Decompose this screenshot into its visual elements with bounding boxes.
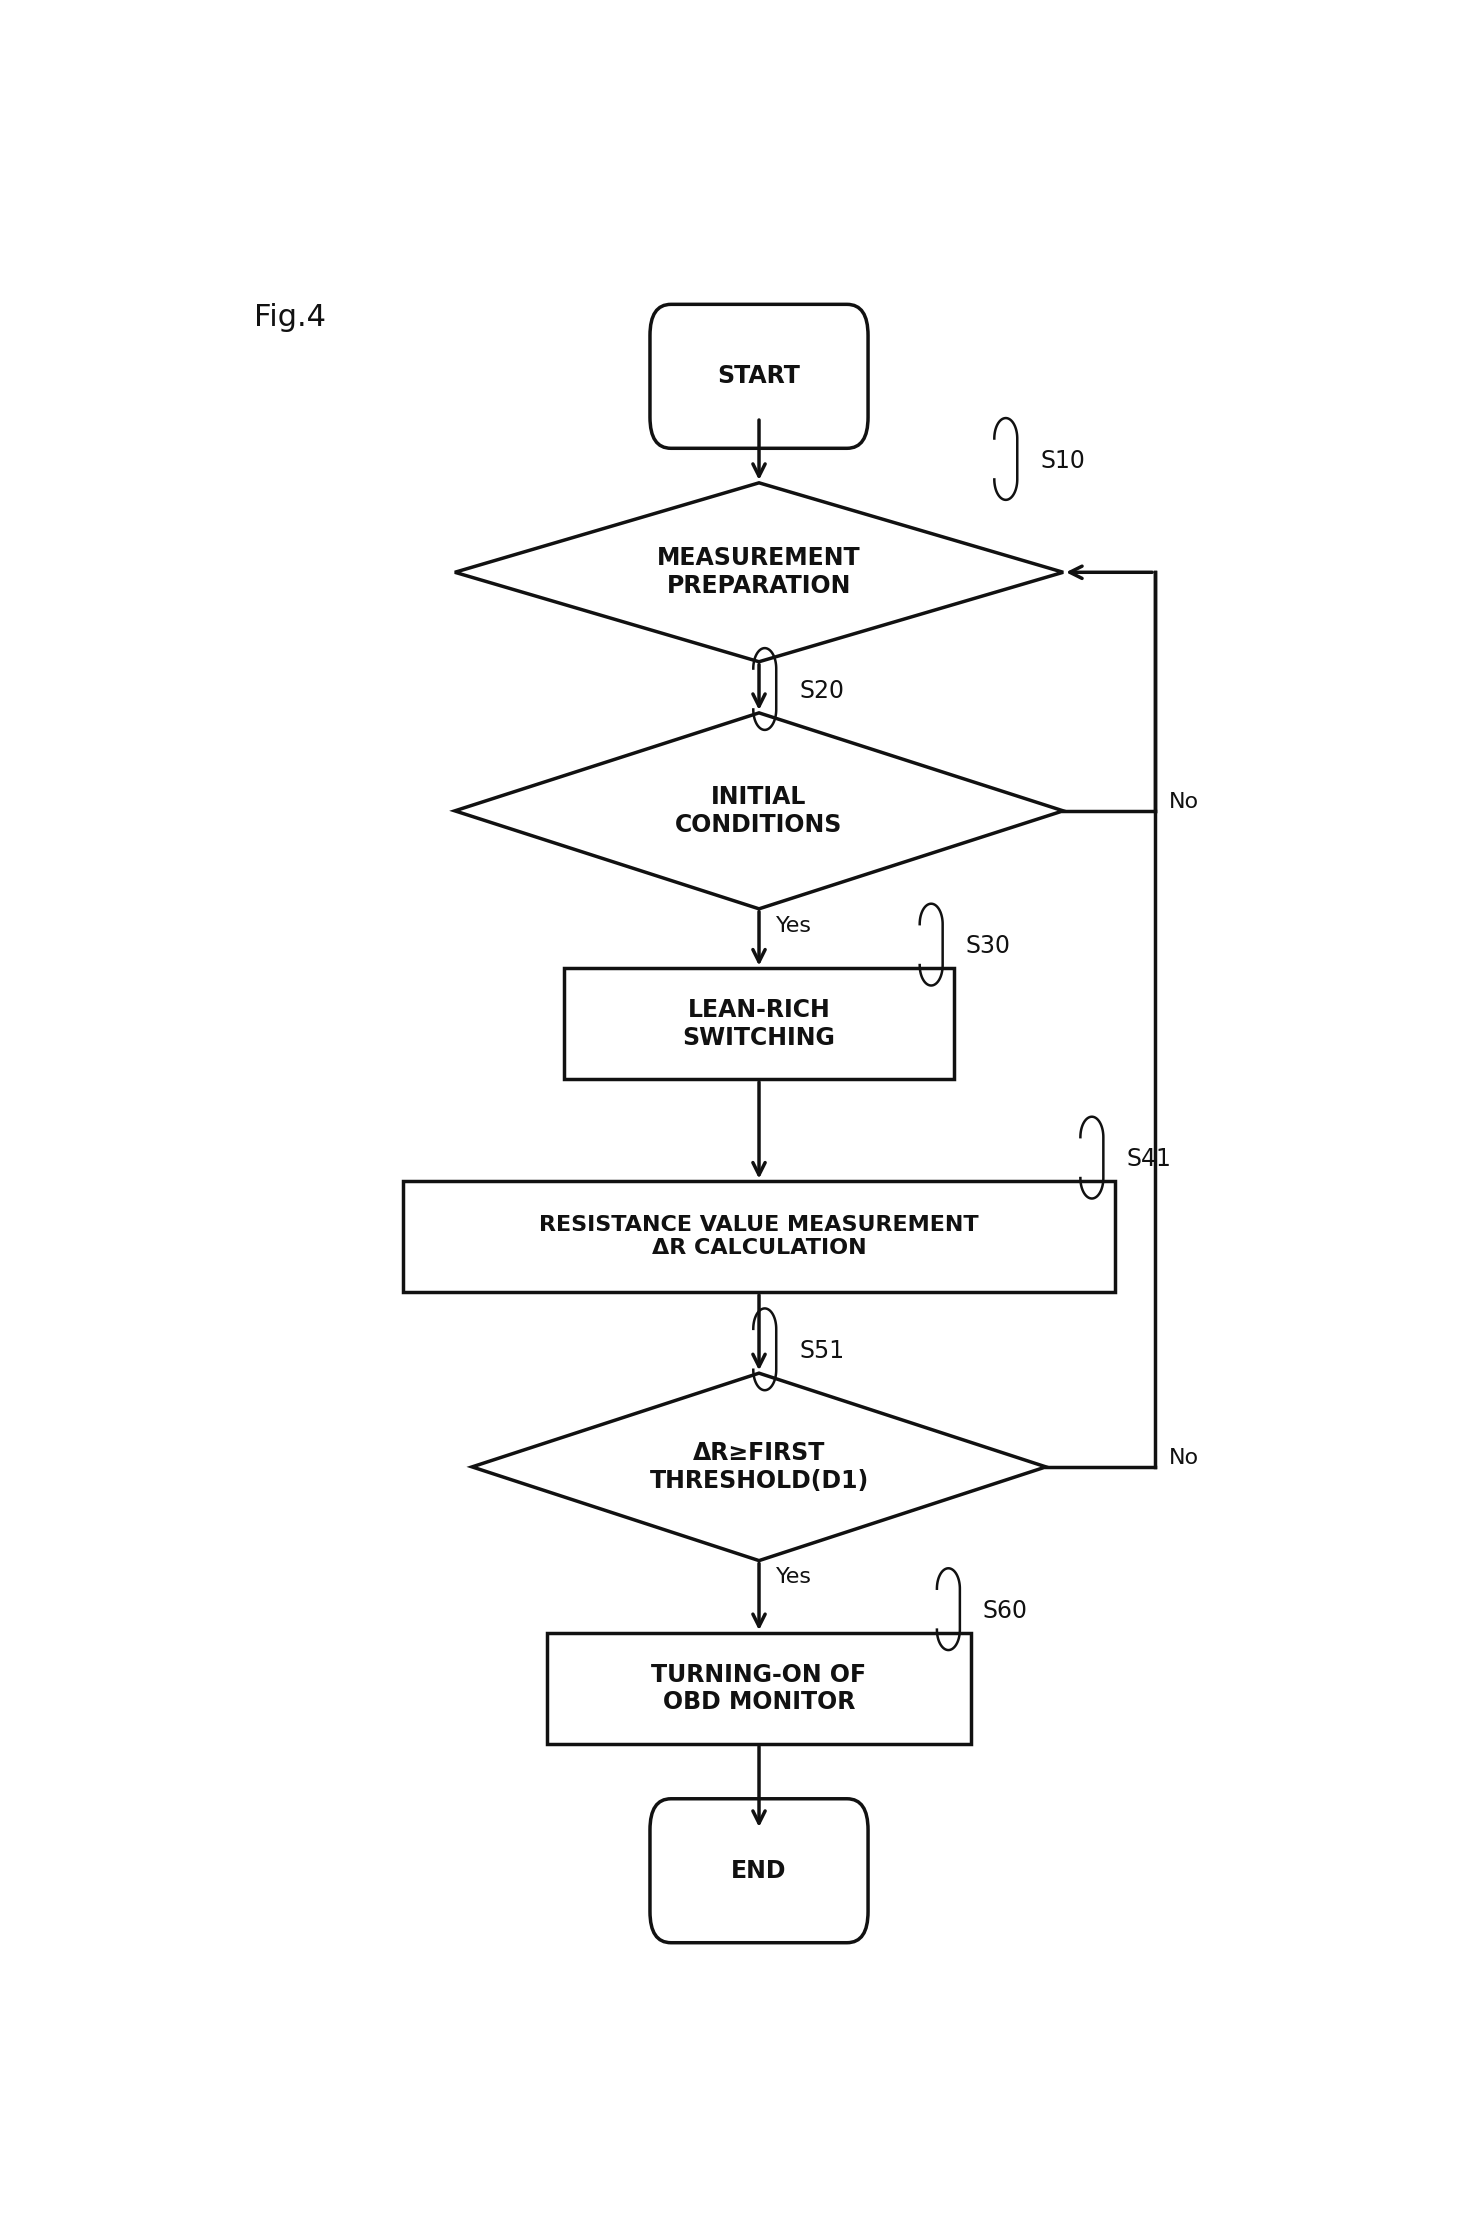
Text: START: START — [718, 365, 800, 387]
Text: S41: S41 — [1127, 1146, 1171, 1171]
Text: No: No — [1169, 792, 1200, 812]
Text: Fig.4: Fig.4 — [255, 303, 326, 332]
FancyBboxPatch shape — [650, 305, 868, 449]
Text: MEASUREMENT
PREPARATION: MEASUREMENT PREPARATION — [658, 547, 860, 598]
Text: RESISTANCE VALUE MEASUREMENT
ΔR CALCULATION: RESISTANCE VALUE MEASUREMENT ΔR CALCULAT… — [539, 1215, 979, 1259]
Text: S10: S10 — [1040, 449, 1086, 474]
Polygon shape — [472, 1372, 1046, 1560]
Text: ΔR≥FIRST
THRESHOLD(D1): ΔR≥FIRST THRESHOLD(D1) — [649, 1441, 869, 1494]
Text: END: END — [732, 1859, 786, 1883]
Text: S51: S51 — [800, 1339, 844, 1363]
FancyBboxPatch shape — [650, 1799, 868, 1943]
Text: S30: S30 — [966, 934, 1010, 958]
Bar — [564, 969, 954, 1080]
Text: TURNING-ON OF
OBD MONITOR: TURNING-ON OF OBD MONITOR — [652, 1662, 866, 1715]
Bar — [546, 1633, 972, 1744]
Text: Yes: Yes — [776, 916, 812, 936]
Bar — [403, 1182, 1115, 1292]
Text: Yes: Yes — [776, 1567, 812, 1587]
Text: No: No — [1169, 1447, 1200, 1469]
Text: INITIAL
CONDITIONS: INITIAL CONDITIONS — [675, 786, 843, 837]
Text: S20: S20 — [800, 679, 844, 704]
Text: S60: S60 — [983, 1598, 1028, 1622]
Polygon shape — [455, 482, 1063, 662]
Polygon shape — [455, 713, 1063, 910]
Text: LEAN-RICH
SWITCHING: LEAN-RICH SWITCHING — [683, 998, 835, 1049]
